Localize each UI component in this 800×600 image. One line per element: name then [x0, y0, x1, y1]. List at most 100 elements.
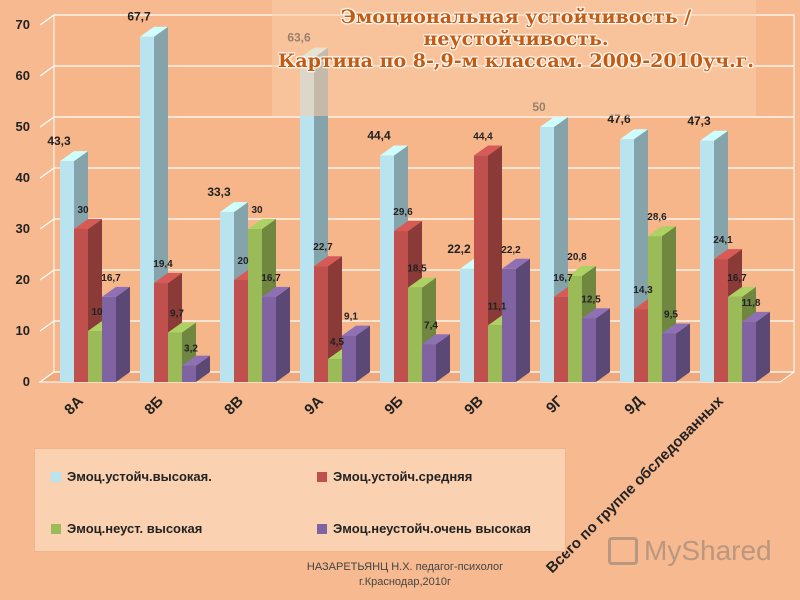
data-label: 12,5: [581, 294, 601, 305]
y-tick-label: 70: [16, 17, 30, 32]
legend-label: Эмоц.неустойч.очень высокая: [333, 521, 532, 536]
watermark: MyShared: [608, 535, 772, 567]
legend-item-high-stable: Эмоц.устойч.высокая.: [51, 469, 212, 484]
legend-swatch: [317, 523, 327, 534]
data-label: 9,5: [664, 310, 678, 321]
legend-label: Эмоц.неуст. высокая: [67, 521, 203, 536]
bar: [554, 296, 568, 382]
bar: [714, 259, 728, 382]
data-label: 10: [91, 307, 103, 318]
bar-top: [74, 219, 102, 229]
bar-top: [620, 129, 648, 140]
x-tick-label: 8Б: [141, 393, 167, 419]
bar-top: [394, 221, 422, 232]
bar-top: [662, 323, 690, 334]
author-line2: г.Краснодар,2010г: [358, 576, 451, 588]
bar: [262, 296, 276, 382]
bar: [422, 344, 436, 382]
bar-top: [648, 226, 676, 237]
bar-top: [568, 265, 596, 276]
bar: [728, 296, 742, 382]
data-label: 33,3: [207, 185, 231, 199]
bar: [182, 365, 196, 382]
watermark-text: MyShared: [644, 535, 772, 566]
x-tick-label: 9Б: [381, 393, 407, 419]
bar: [168, 332, 182, 382]
y-tick-label: 30: [16, 221, 30, 236]
data-label: 43,3: [47, 134, 71, 148]
data-label: 11,8: [742, 298, 761, 309]
bar-top: [102, 286, 130, 297]
legend: Эмоц.устойч.высокая. Эмоц.устойч.средняя…: [34, 448, 566, 552]
bar: [620, 139, 634, 382]
bar-top: [262, 286, 290, 297]
data-label: 44,4: [367, 129, 391, 143]
bar: [88, 331, 102, 382]
data-label: 28,6: [647, 212, 667, 223]
bar: [742, 321, 756, 382]
bar: [394, 231, 408, 382]
bar-top: [248, 219, 276, 229]
legend-label: Эмоц.устойч.средняя: [333, 469, 473, 484]
bar: [328, 359, 342, 382]
legend-item-high-unstable: Эмоц.неуст. высокая: [51, 521, 202, 536]
bar: [140, 36, 154, 382]
bar-top: [342, 325, 370, 336]
bar-side: [356, 325, 370, 382]
bar-top: [140, 26, 168, 37]
data-label: 18,5: [407, 264, 427, 275]
bar: [648, 236, 662, 382]
data-label: 16,7: [727, 273, 747, 284]
bar-top: [714, 249, 742, 260]
bar-top: [182, 355, 210, 366]
y-tick-label: 10: [16, 323, 30, 338]
bar-top: [168, 322, 196, 333]
data-label: 4,5: [330, 337, 344, 348]
bar: [408, 287, 422, 382]
bar-top: [582, 308, 610, 319]
bar: [248, 229, 262, 382]
y-axis-ticks: 0 10 20 30 40 50 60 70: [16, 17, 30, 389]
chart-title: Эмоциональная устойчивость /неустойчивос…: [278, 6, 754, 72]
bar: [102, 296, 116, 382]
bar-side: [196, 355, 210, 382]
bar-top: [314, 256, 342, 267]
author-line1: НАЗАРЕТЬЯНЦ Н.Х. педагог-психолог: [306, 561, 504, 573]
bar: [74, 229, 88, 382]
data-label: 67,7: [127, 10, 151, 24]
data-label: 9,7: [170, 309, 184, 320]
bar: [220, 212, 234, 382]
bar: [60, 161, 74, 382]
x-tick-label: 9Д: [621, 393, 647, 419]
data-label: 16,7: [261, 273, 281, 284]
data-label: 24,1: [713, 235, 733, 246]
bar: [540, 127, 554, 382]
data-label: 22,2: [501, 245, 521, 256]
bar: [568, 275, 582, 382]
bar-side: [328, 256, 342, 382]
bar-top: [474, 145, 502, 156]
bar-top: [728, 286, 756, 297]
author-credit: НАЗАРЕТЬЯНЦ Н.Х. педагог-психолог г.Крас…: [290, 560, 520, 590]
bar-top: [380, 145, 408, 156]
gridline: [39, 116, 794, 128]
data-label: 14,3: [633, 285, 653, 296]
legend-item-medium-stable: Эмоц.устойч.средняя: [317, 469, 472, 484]
bar: [460, 268, 474, 382]
bar: [314, 266, 328, 382]
bar-top: [408, 277, 436, 288]
bar-side: [676, 323, 690, 382]
bar-top: [422, 334, 450, 345]
bar-side: [516, 258, 530, 382]
x-tick-label: 8В: [221, 393, 247, 419]
data-label: 22,7: [313, 242, 333, 253]
bar-side: [116, 286, 130, 382]
bar-top: [502, 258, 530, 269]
x-tick-label: 9А: [301, 393, 327, 419]
bar-side: [276, 286, 290, 382]
data-label: 7,4: [424, 320, 438, 331]
data-label: 20: [237, 256, 249, 267]
data-label: 3,2: [184, 344, 198, 355]
bar: [154, 283, 168, 382]
